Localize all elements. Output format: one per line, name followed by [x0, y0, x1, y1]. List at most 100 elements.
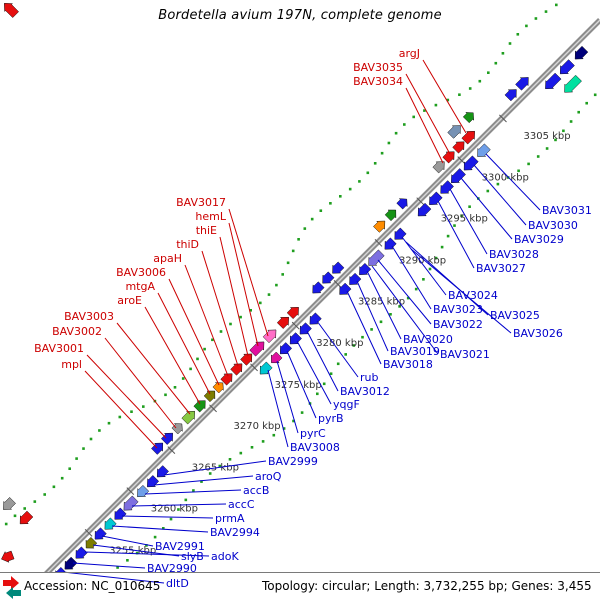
gene-arrow[interactable] [451, 168, 466, 184]
gene-label[interactable]: slyB [181, 550, 204, 563]
gene-label[interactable]: BAV2999 [268, 455, 318, 468]
gene-arrow[interactable] [384, 209, 397, 222]
gene-label[interactable]: BAV3012 [340, 385, 390, 398]
gene-arrow[interactable] [477, 143, 491, 157]
gene-label[interactable]: argJ [399, 47, 420, 60]
gene-label[interactable]: BAV3031 [542, 204, 592, 217]
gene-arrow[interactable] [203, 390, 216, 403]
gene-arrow[interactable] [286, 307, 299, 320]
gene-arrow[interactable] [181, 410, 195, 425]
gene-arrow[interactable] [564, 74, 582, 93]
gene-label[interactable]: BAV2994 [210, 526, 260, 539]
gene-arrow[interactable] [322, 271, 335, 284]
gene-label[interactable]: BAV2990 [147, 562, 197, 575]
gene-label[interactable]: BAV3002 [52, 325, 102, 338]
gene-arrow[interactable] [368, 249, 385, 266]
gene-label[interactable]: BAV3029 [514, 233, 564, 246]
gene-label[interactable]: BAV3021 [440, 348, 490, 361]
gene-arrow[interactable] [259, 361, 273, 375]
gene-arrow[interactable] [276, 316, 289, 329]
gene-arrow[interactable] [339, 282, 352, 295]
gene-label[interactable]: BAV3020 [403, 333, 453, 346]
gene-arrow[interactable] [212, 382, 224, 394]
gene-label[interactable]: BAV2991 [155, 540, 205, 553]
gene-arrow[interactable] [262, 329, 277, 344]
gene-arrow[interactable] [64, 556, 78, 570]
gene-arrow[interactable] [440, 180, 454, 194]
gene-arrow[interactable] [574, 45, 589, 60]
gene-arrow[interactable] [230, 363, 243, 376]
gene-arrow[interactable] [193, 400, 206, 413]
gene-label[interactable]: hemL [195, 210, 226, 223]
gene-arrow[interactable] [373, 220, 386, 233]
gene-label[interactable]: rub [360, 371, 378, 384]
gene-label[interactable]: BAV3022 [433, 318, 483, 331]
gene-arrow[interactable] [396, 198, 408, 210]
gene-label[interactable]: BAV3017 [176, 196, 226, 209]
gene-arrow[interactable] [123, 495, 139, 511]
gene-label[interactable]: thiD [176, 238, 199, 251]
gene-label[interactable]: pyrC [300, 427, 326, 440]
gene-label[interactable]: BAV3008 [290, 441, 340, 454]
gene-arrow[interactable] [447, 125, 461, 139]
gene-arrow[interactable] [55, 566, 66, 579]
gene-arrow[interactable] [545, 72, 562, 90]
gene-arrow[interactable] [299, 322, 312, 335]
gene-label[interactable]: BAV3003 [64, 310, 114, 323]
gene-arrow[interactable] [442, 151, 455, 164]
gene-arrow[interactable] [312, 281, 325, 294]
gene-label[interactable]: BAV3023 [433, 303, 483, 316]
gene-arrow[interactable] [332, 261, 345, 274]
gene-arrow[interactable] [309, 312, 322, 325]
gene-label[interactable]: BAV3035 [353, 61, 403, 74]
gene-label[interactable]: apaH [153, 252, 182, 265]
gene-label[interactable]: BAV3024 [448, 289, 498, 302]
gene-arrow[interactable] [432, 161, 445, 174]
gene-label[interactable]: mpl [61, 358, 82, 371]
gene-label[interactable]: adoK [211, 550, 239, 563]
gene-label[interactable]: BAV3030 [528, 219, 578, 232]
gene-arrow[interactable] [151, 442, 164, 455]
gene-arrow[interactable] [394, 227, 407, 240]
gene-arrow[interactable] [461, 130, 475, 145]
gene-label[interactable]: accC [228, 498, 255, 511]
gene-arrow[interactable] [504, 89, 517, 102]
gene-arrow[interactable] [452, 141, 465, 154]
gene-arrow[interactable] [515, 77, 529, 91]
gene-arrow[interactable] [220, 373, 233, 386]
gene-label[interactable]: aroE [117, 294, 142, 307]
gene-label[interactable]: BAV3006 [116, 266, 166, 279]
gene-label[interactable]: BAV3026 [513, 327, 563, 340]
gene-label[interactable]: mtgA [125, 280, 155, 293]
gene-label[interactable]: pyrB [318, 412, 344, 425]
gene-arrow[interactable] [463, 155, 479, 171]
gene-label[interactable]: BAV3034 [353, 75, 403, 88]
gene-label[interactable]: accB [243, 484, 269, 497]
gene-arrow[interactable] [429, 191, 443, 205]
gene-arrow[interactable] [359, 262, 372, 275]
gene-arrow[interactable] [240, 353, 253, 366]
gene-label[interactable]: BAV3028 [489, 248, 539, 261]
gene-arrow[interactable] [384, 237, 397, 250]
gene-label[interactable]: BAV3025 [490, 309, 540, 322]
gene-arrow[interactable] [417, 202, 432, 217]
gene-arrow[interactable] [147, 475, 160, 488]
gene-label[interactable]: prmA [215, 512, 245, 525]
gene-label[interactable]: BAV3027 [476, 262, 526, 275]
gene-arrow[interactable] [271, 351, 283, 364]
gene-label[interactable]: BAV3018 [383, 358, 433, 371]
gene-label[interactable]: yqgF [333, 398, 360, 411]
gene-arrow[interactable] [289, 332, 302, 345]
gene-label[interactable]: BAV3001 [34, 342, 84, 355]
gene-arrow[interactable] [559, 59, 575, 75]
gene-arrow[interactable] [462, 112, 474, 124]
gene-arrow[interactable] [156, 465, 169, 478]
gene-arrow[interactable] [75, 546, 88, 559]
gene-label[interactable]: thiE [196, 224, 217, 237]
gene-label[interactable]: BAV3019 [390, 345, 440, 358]
gene-label[interactable]: aroQ [255, 470, 282, 483]
gene-arrow[interactable] [349, 272, 362, 285]
gene-arrow[interactable] [249, 341, 265, 357]
gene-label[interactable]: dltD [166, 577, 189, 590]
